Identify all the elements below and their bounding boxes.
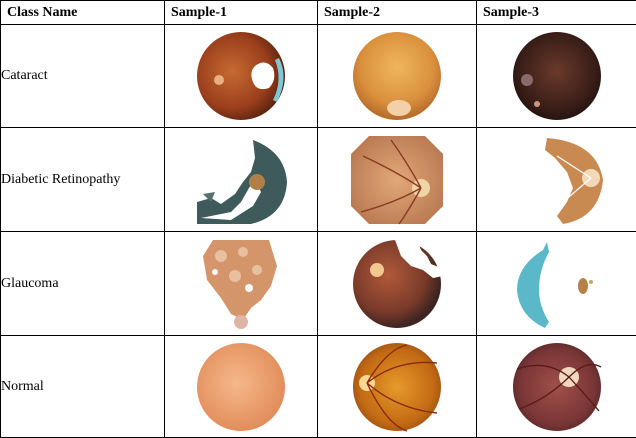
glaucoma-sample-1-image [164, 231, 318, 336]
class-label-cataract: Cataract [0, 24, 165, 128]
cataract-sample-2-image [317, 24, 477, 128]
table-row-glaucoma: Glaucoma [0, 231, 636, 336]
diabetic-retinopathy-sample-2-image [317, 127, 477, 232]
normal-sample-1-image [164, 335, 318, 438]
header-sample-1: Sample-1 [164, 0, 318, 25]
header-sample-2: Sample-2 [317, 0, 477, 25]
class-label-diabetic-retinopathy: Diabetic Retinopathy [0, 127, 165, 232]
glaucoma-sample-2-image [317, 231, 477, 336]
normal-sample-2-image [317, 335, 477, 438]
header-sample-3: Sample-3 [476, 0, 636, 25]
header-row: Class Name Sample-1 Sample-2 Sample-3 [0, 0, 636, 25]
diabetic-retinopathy-sample-1-image [164, 127, 318, 232]
cataract-sample-1-image [164, 24, 318, 128]
glaucoma-sample-3-image [476, 231, 636, 336]
diabetic-retinopathy-sample-3-image [476, 127, 636, 232]
cataract-sample-3-image [476, 24, 636, 128]
class-label-glaucoma: Glaucoma [0, 231, 165, 336]
header-class-name: Class Name [0, 0, 165, 25]
normal-sample-3-image [476, 335, 636, 438]
table-row-diabetic-retinopathy: Diabetic Retinopathy [0, 127, 636, 232]
class-label-normal: Normal [0, 335, 165, 438]
table-row-cataract: Cataract [0, 24, 636, 128]
table-row-normal: Normal [0, 335, 636, 438]
